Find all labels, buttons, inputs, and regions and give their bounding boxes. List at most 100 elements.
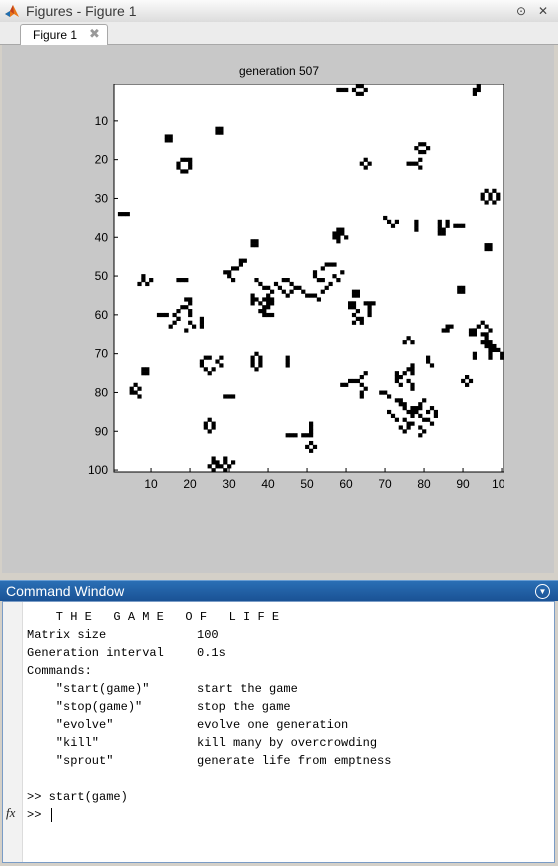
y-tick-label: 80: [95, 385, 109, 399]
live-cell: [461, 223, 466, 228]
tab-figure-1[interactable]: Figure 1 ✖: [20, 24, 108, 45]
live-cell: [441, 231, 446, 236]
live-cell: [426, 417, 431, 422]
live-cell: [188, 312, 193, 318]
live-cell: [468, 332, 474, 337]
y-tick-label: 40: [95, 230, 109, 244]
live-cell: [180, 157, 185, 162]
command-prompt-line[interactable]: >>: [27, 806, 279, 824]
x-tick-label: 70: [378, 477, 392, 491]
live-cell: [188, 157, 193, 162]
live-cell: [145, 367, 150, 372]
command-window-body[interactable]: fx T H E G A M E O F L I F E Matrix size…: [2, 601, 555, 863]
live-cell: [184, 328, 189, 333]
live-cell: [484, 340, 489, 345]
live-cell: [231, 266, 236, 271]
live-cell: [309, 425, 314, 430]
live-cell: [414, 227, 419, 232]
live-cell: [211, 456, 216, 461]
live-cell: [367, 305, 372, 310]
y-tick-label: 30: [95, 191, 109, 205]
live-cell: [410, 382, 415, 387]
function-browser-icon[interactable]: fx: [6, 805, 16, 820]
live-cell: [488, 343, 493, 349]
live-cell: [309, 448, 314, 453]
live-cell: [414, 219, 419, 224]
live-cell: [149, 278, 154, 283]
live-cell: [285, 433, 290, 438]
live-cell: [418, 402, 423, 407]
live-cell: [207, 464, 212, 469]
live-cell: [359, 320, 364, 325]
live-cell: [328, 281, 333, 287]
live-cell: [418, 406, 423, 411]
live-cell: [383, 215, 388, 221]
live-cell: [414, 223, 419, 228]
live-cell: [238, 258, 243, 263]
panel-menu-icon[interactable]: ▼: [535, 584, 550, 599]
live-cell: [203, 421, 208, 426]
output-line: Matrix size 100: [27, 628, 219, 642]
y-tick-label: 50: [95, 269, 109, 283]
live-cell: [215, 464, 220, 469]
live-cell: [312, 270, 318, 275]
live-cell: [332, 231, 337, 236]
live-cell: [207, 417, 212, 422]
live-cell: [293, 433, 298, 438]
live-cell: [266, 305, 271, 310]
live-cell: [137, 394, 142, 399]
live-cell: [457, 285, 462, 290]
plot-title: generation 507: [238, 64, 320, 78]
live-cell: [340, 87, 345, 93]
live-cell: [332, 274, 337, 279]
x-tick-label: 80: [417, 477, 431, 491]
live-cell: [145, 281, 150, 287]
live-cell: [285, 363, 290, 368]
live-cell: [312, 274, 318, 279]
live-cell: [500, 355, 504, 360]
live-cell: [461, 289, 466, 294]
game-board[interactable]: 10 20 30 40 50 60 70 80 90 100 10 20 30 40 50 60 70 80 90 1…: [74, 84, 504, 520]
live-cell: [492, 188, 497, 193]
live-cell: [348, 305, 353, 310]
window-menu-icon[interactable]: ⊙: [515, 4, 527, 18]
live-cell: [145, 371, 150, 376]
live-cell: [211, 425, 216, 430]
live-cell: [480, 320, 485, 325]
live-cell: [254, 351, 259, 356]
live-cell: [410, 161, 415, 166]
output-line: Generation interval 0.1s: [27, 646, 226, 660]
live-cell: [402, 340, 407, 345]
live-cell: [262, 309, 267, 314]
live-cell: [219, 355, 224, 360]
live-cell: [476, 324, 481, 329]
live-cell: [367, 309, 372, 314]
close-icon[interactable]: ✕: [537, 4, 549, 18]
live-cell: [250, 243, 255, 248]
live-cell: [348, 301, 353, 306]
live-cell: [359, 84, 364, 89]
live-cell: [418, 165, 423, 170]
live-cell: [453, 223, 458, 228]
live-cell: [371, 301, 376, 306]
live-cell: [472, 328, 477, 333]
live-cell: [309, 440, 314, 446]
live-cell: [336, 278, 341, 283]
live-cell: [211, 367, 216, 372]
live-cell: [250, 359, 255, 364]
live-cell: [387, 219, 392, 224]
live-cell: [418, 149, 423, 155]
live-cell: [426, 146, 431, 151]
command-prompt: >>: [27, 808, 42, 822]
live-cell: [172, 312, 177, 318]
live-cell: [309, 421, 314, 426]
live-cell: [441, 227, 446, 232]
tab-close-icon[interactable]: ✖: [89, 26, 100, 41]
live-cell: [351, 289, 357, 294]
live-cell: [461, 285, 466, 290]
live-cell: [484, 243, 489, 248]
live-cell: [324, 285, 329, 290]
live-cell: [168, 138, 173, 143]
live-cell: [402, 429, 407, 434]
live-cell: [359, 161, 364, 166]
